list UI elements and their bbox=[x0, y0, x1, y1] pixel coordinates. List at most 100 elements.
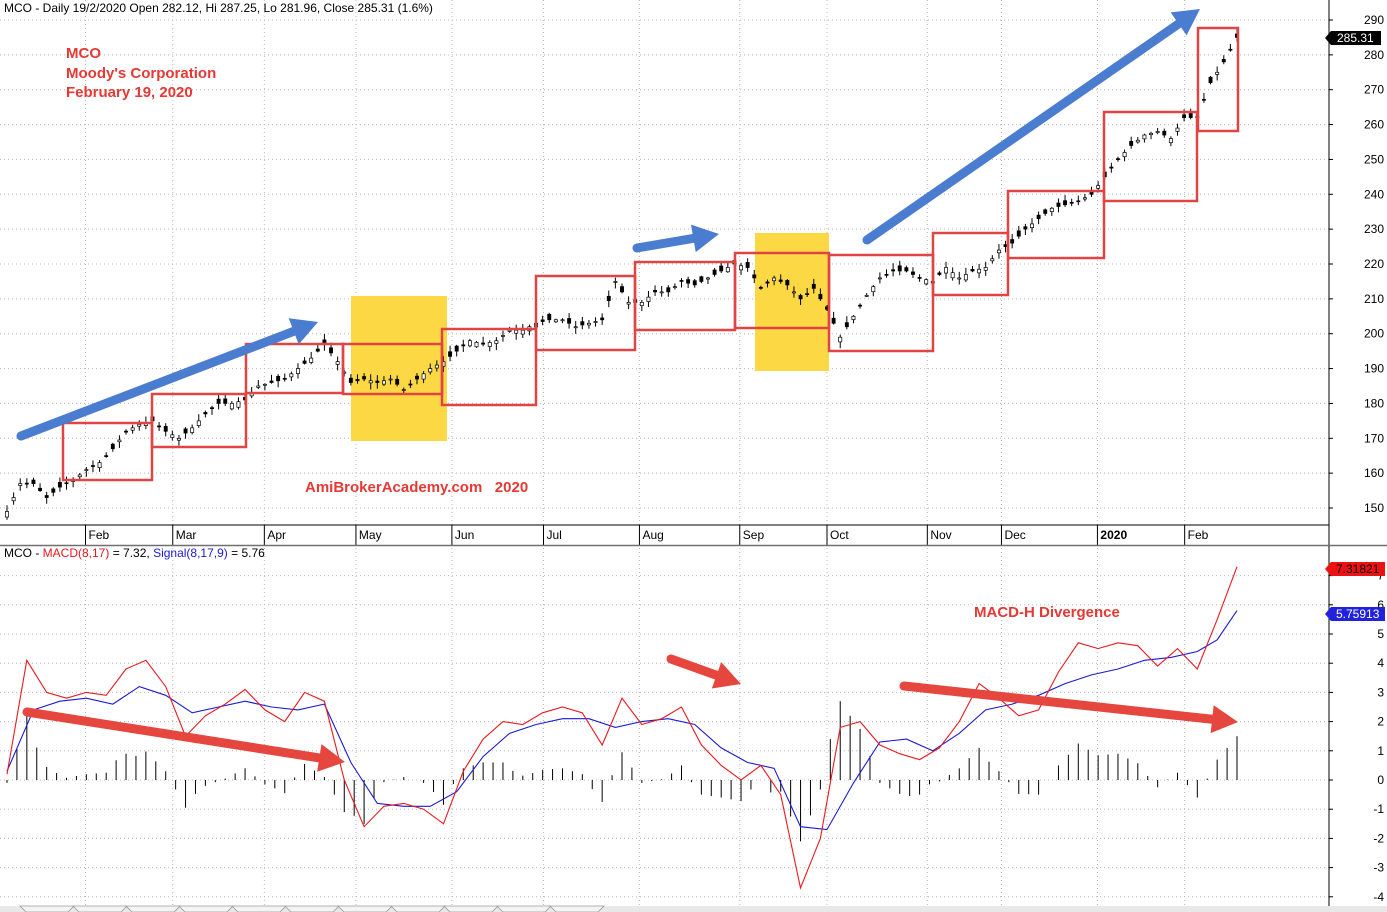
candle-body bbox=[11, 497, 16, 502]
candle-body bbox=[851, 315, 856, 321]
monthly-range-boxes bbox=[61, 26, 1240, 482]
candle-body bbox=[950, 272, 955, 279]
price-axis: 150 160 170 180 190 200 210 220 230 240 250 260 270 2… bbox=[1328, 0, 1384, 545]
candle-body bbox=[1089, 191, 1094, 195]
consolidation-highlight bbox=[755, 233, 829, 371]
candle-body bbox=[520, 329, 525, 335]
macd-value-badge: 7.31821 bbox=[1325, 562, 1385, 576]
candle-body bbox=[461, 344, 466, 347]
candle-body bbox=[1082, 197, 1087, 200]
date-tick-label: May bbox=[359, 528, 382, 542]
candle-body bbox=[262, 383, 267, 386]
date-tick-label: Oct bbox=[830, 528, 849, 542]
date-tick-label: Jun bbox=[455, 528, 474, 542]
candle-body bbox=[692, 280, 697, 286]
candle-body bbox=[77, 474, 82, 478]
divergence-arrow-shaft bbox=[899, 681, 1217, 724]
month-range-box bbox=[150, 392, 248, 449]
candle-body bbox=[1036, 214, 1041, 220]
candle-body bbox=[1076, 200, 1081, 203]
candle-body bbox=[686, 279, 691, 284]
price-tick-label: 210 bbox=[1364, 292, 1384, 306]
sheet-tab[interactable] bbox=[19, 905, 75, 912]
candle-body bbox=[613, 281, 618, 283]
candle-body bbox=[421, 373, 426, 380]
candle-body bbox=[818, 293, 823, 300]
sheet-tab[interactable] bbox=[390, 905, 446, 912]
date-tick-label: Jul bbox=[546, 528, 561, 542]
macd-header-prefix: MCO - bbox=[4, 546, 43, 560]
candle-body bbox=[765, 281, 770, 284]
sheet-tab[interactable] bbox=[549, 905, 605, 912]
macd-line bbox=[6, 566, 1238, 890]
candle-body bbox=[381, 380, 386, 385]
candle-body bbox=[210, 407, 214, 410]
candle-body bbox=[104, 455, 109, 457]
sheet-tab-strip[interactable] bbox=[0, 905, 1387, 912]
candle-body bbox=[758, 286, 763, 289]
candle-body bbox=[871, 286, 876, 293]
sheet-tab[interactable] bbox=[231, 905, 287, 912]
sheet-tab[interactable] bbox=[496, 905, 552, 912]
sheet-tab[interactable] bbox=[337, 905, 393, 912]
date-tick-label: Feb bbox=[89, 528, 110, 542]
macd-divergence-label: MACD-H Divergence bbox=[974, 604, 1120, 621]
candle-body bbox=[481, 342, 486, 345]
candle-body bbox=[990, 258, 995, 262]
sheet-tab[interactable] bbox=[72, 905, 128, 912]
price-tick-label: 280 bbox=[1364, 48, 1384, 62]
sheet-tab[interactable] bbox=[178, 905, 234, 912]
candle-body bbox=[236, 401, 241, 408]
candle-body bbox=[1122, 152, 1127, 158]
candle-body bbox=[1215, 71, 1220, 75]
candle-body bbox=[1116, 158, 1120, 160]
candle-body bbox=[1175, 127, 1180, 132]
candle-body bbox=[1049, 207, 1054, 212]
last-close-badge: 285.31 bbox=[1325, 31, 1381, 45]
candle-body bbox=[560, 319, 565, 322]
candle-body bbox=[276, 375, 281, 382]
uptrend-arrows bbox=[16, 9, 1200, 441]
consolidation-highlight bbox=[351, 296, 447, 441]
month-range-box bbox=[61, 421, 154, 482]
uptrend-arrow-shaft bbox=[16, 326, 299, 441]
sheet-tab[interactable] bbox=[443, 905, 499, 912]
candle-body bbox=[567, 318, 572, 324]
candle-body bbox=[91, 465, 95, 467]
candle-body bbox=[620, 286, 624, 293]
sheet-tab[interactable] bbox=[284, 905, 340, 912]
uptrend-arrow-shaft bbox=[862, 19, 1184, 245]
candle-body bbox=[1096, 185, 1101, 189]
tab-strip-bg bbox=[0, 906, 1387, 912]
macd-tick-label: -2 bbox=[1373, 831, 1384, 845]
candle-body bbox=[844, 322, 849, 328]
candle-body bbox=[639, 301, 644, 306]
candle-body bbox=[712, 269, 717, 275]
candle-body bbox=[1155, 131, 1160, 133]
date-tick-label: 2020 bbox=[1100, 528, 1127, 542]
candle-body bbox=[408, 383, 413, 386]
candle-body bbox=[573, 326, 578, 329]
price-tick-label: 270 bbox=[1364, 83, 1384, 97]
uptrend-arrow-shaft bbox=[632, 233, 698, 253]
candle-body bbox=[553, 319, 558, 323]
candle-body bbox=[183, 428, 188, 434]
macd-header: MCO - MACD(8,17) = 7.32, Signal(8,17,9) … bbox=[4, 546, 265, 560]
candle-body bbox=[1003, 244, 1008, 247]
candle-body bbox=[1228, 48, 1233, 51]
macd-header-value: = 7.32, bbox=[109, 546, 153, 560]
watermark-label: AmiBrokerAcademy.com 2020 bbox=[305, 479, 528, 496]
candle-body bbox=[216, 398, 221, 404]
month-range-box bbox=[931, 231, 1010, 297]
price-header: MCO - Daily 19/2/2020 Open 282.12, Hi 28… bbox=[4, 1, 433, 15]
candle-body bbox=[911, 271, 915, 275]
candle-body bbox=[428, 368, 433, 373]
candle-body bbox=[84, 469, 89, 472]
date-tick-label: Nov bbox=[930, 528, 951, 542]
candle-body bbox=[924, 279, 929, 285]
sheet-tab[interactable] bbox=[125, 905, 181, 912]
divergence-arrow-head bbox=[711, 662, 741, 689]
price-pane bbox=[0, 0, 1329, 545]
candle-body bbox=[329, 347, 333, 354]
